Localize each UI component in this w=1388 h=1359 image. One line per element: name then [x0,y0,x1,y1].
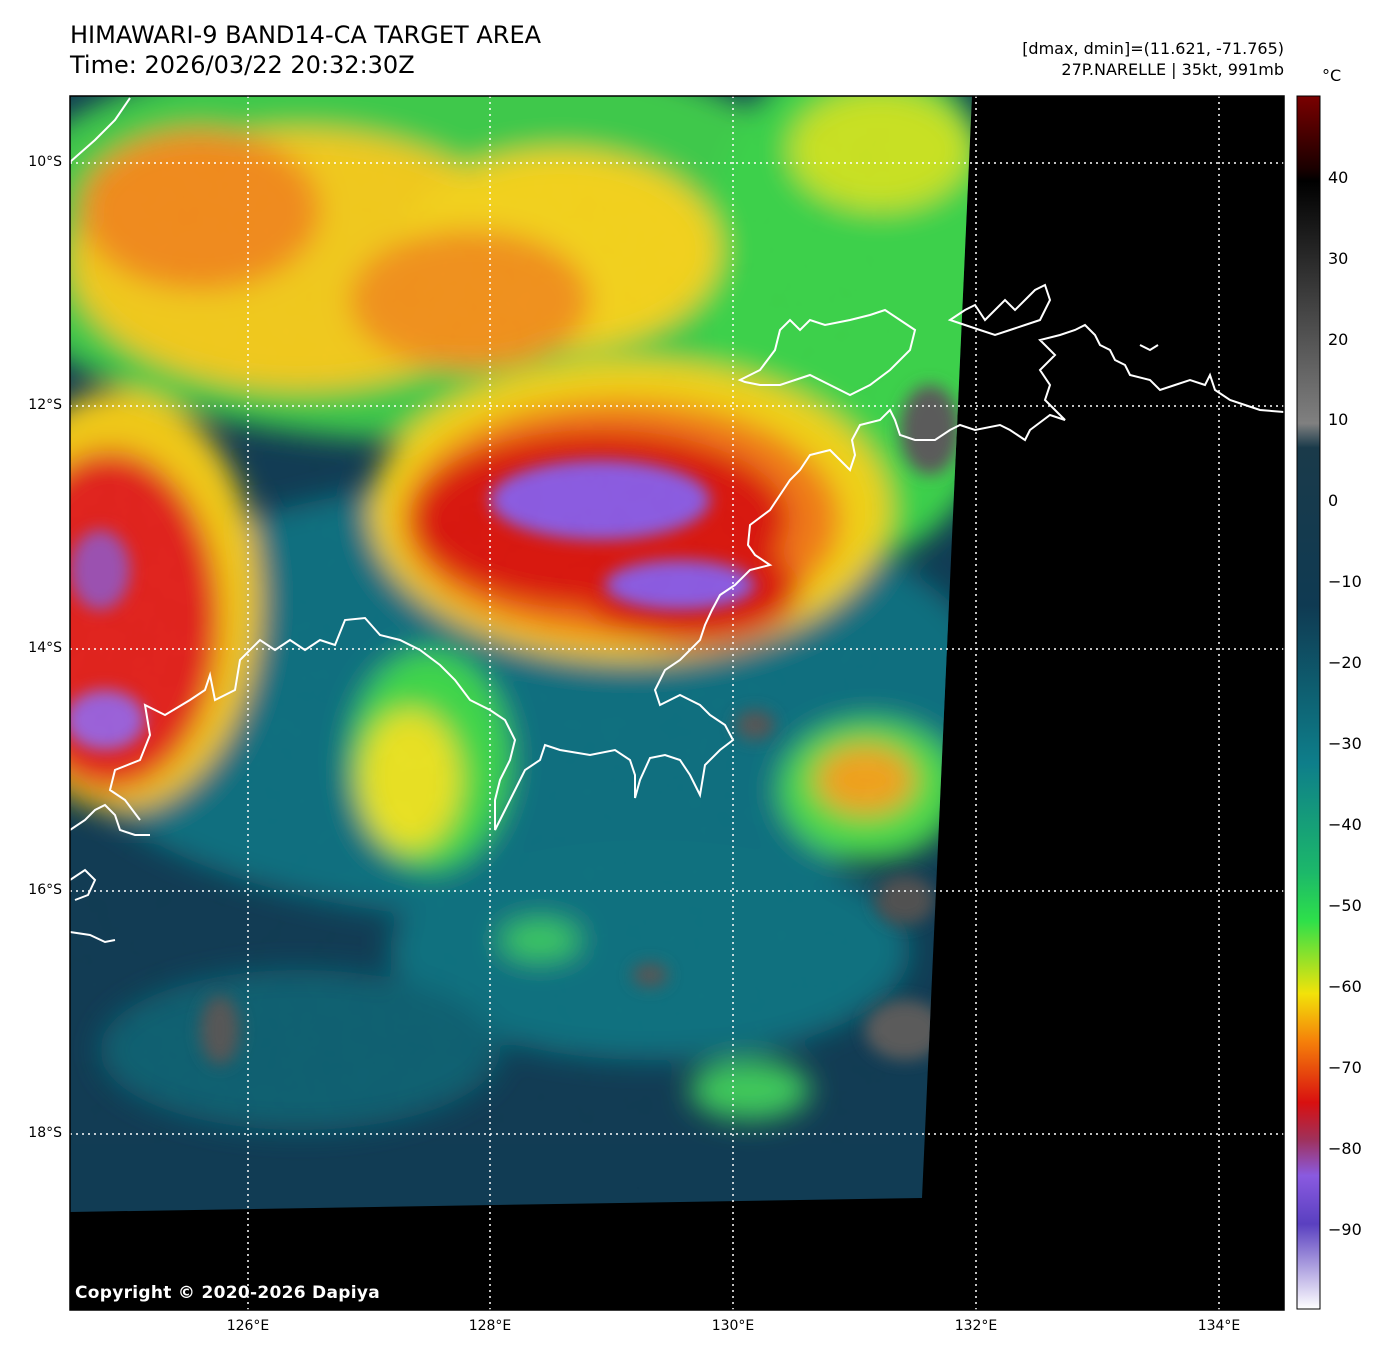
product-title: HIMAWARI-9 BAND14-CA TARGET AREA [70,21,542,49]
colorbar-unit: °C [1322,66,1342,85]
colorbar-tick: −70 [1328,1058,1362,1077]
satellite-swath [70,96,972,1212]
lon-label-126e: 126°E [226,1318,270,1334]
colorbar-tick: −20 [1328,653,1362,672]
lon-label-128e: 128°E [468,1318,512,1334]
coastline [69,97,1285,944]
colorbar-tick: 40 [1328,168,1349,187]
colorbar-tick: −60 [1328,977,1362,996]
chart-title-block: HIMAWARI-9 BAND14-CA TARGET AREA Time: 2… [70,20,541,80]
storm-info-block: [dmax, dmin]=(11.621, -71.765) 27P.NAREL… [1022,38,1284,80]
lat-label-12s: 12°S [28,397,62,413]
copyright-notice: Copyright © 2020-2026 Dapiya [75,1283,380,1303]
colorbar-tick: −10 [1328,572,1362,591]
map-frame [69,95,1285,1311]
lat-label-16s: 16°S [28,882,62,898]
colorbar-tick: 10 [1328,410,1349,429]
colorbar-tick: −30 [1328,734,1362,753]
colorbar-tick: −40 [1328,815,1362,834]
colorbar-tick: −80 [1328,1139,1362,1158]
gridlines [70,96,1284,1310]
data-range: [dmax, dmin]=(11.621, -71.765) [1022,39,1284,58]
colorbar [1296,95,1321,1310]
lon-label-134e: 134°E [1197,1318,1241,1334]
lat-label-10s: 10°S [28,154,62,170]
lat-label-18s: 18°S [28,1125,62,1141]
colorbar-tick: −50 [1328,896,1362,915]
storm-info: 27P.NARELLE | 35kt, 991mb [1061,60,1284,79]
colorbar-tick: 30 [1328,249,1349,268]
observation-time: Time: 2026/03/22 20:32:30Z [70,51,415,79]
lat-label-14s: 14°S [28,640,62,656]
lon-label-130e: 130°E [711,1318,755,1334]
colorbar-tick: −90 [1328,1220,1362,1239]
lon-label-132e: 132°E [954,1318,998,1334]
colorbar-tick: 0 [1328,491,1339,510]
colorbar-tick: 20 [1328,330,1349,349]
